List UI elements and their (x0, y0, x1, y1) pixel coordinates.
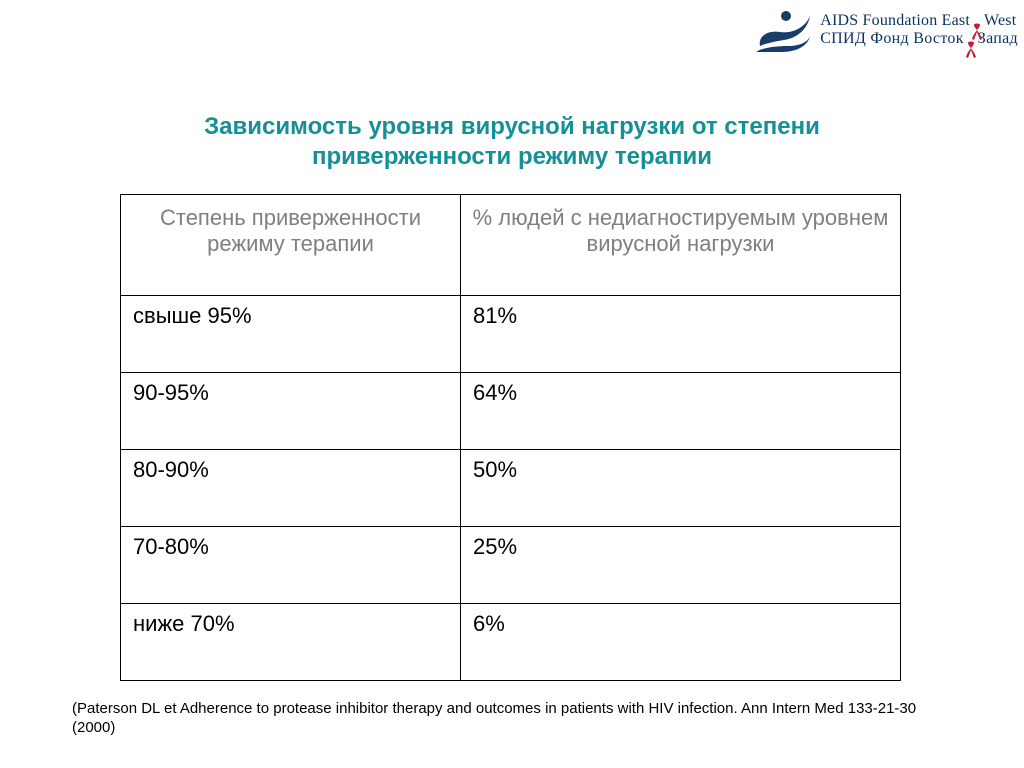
logo-mark-icon (754, 6, 812, 54)
col-header-undetectable: % людей с недиагностируемым уровнем виру… (461, 195, 901, 296)
cell-undetectable: 25% (461, 527, 901, 604)
logo-text: AIDS Foundation East West СПИД Фонд Восто… (820, 12, 1018, 49)
cell-undetectable: 6% (461, 604, 901, 681)
cell-adherence: свыше 95% (121, 296, 461, 373)
citation-text: (Paterson DL et Adherence to protease in… (72, 700, 916, 736)
table-header-row: Степень приверженности режиму терапии % … (121, 195, 901, 296)
cell-undetectable: 81% (461, 296, 901, 373)
cell-adherence: 90-95% (121, 373, 461, 450)
cell-adherence: 70-80% (121, 527, 461, 604)
col-header-adherence: Степень приверженности режиму терапии (121, 195, 461, 296)
logo-en-suffix: West (984, 12, 1016, 29)
logo-line-ru: СПИД Фонд ВостокЗапад (820, 30, 1018, 48)
table-row: ниже 70% 6% (121, 604, 901, 681)
cell-undetectable: 64% (461, 373, 901, 450)
logo-en-prefix: AIDS Foundation East (820, 12, 970, 29)
cell-adherence: 80-90% (121, 450, 461, 527)
logo-line-en: AIDS Foundation East West (820, 12, 1018, 30)
table-row: 90-95% 64% (121, 373, 901, 450)
slide-title-text: Зависимость уровня вирусной нагрузки от … (140, 112, 884, 172)
slide-title: Зависимость уровня вирусной нагрузки от … (0, 112, 1024, 172)
table-row: 80-90% 50% (121, 450, 901, 527)
logo-ru-prefix: СПИД Фонд Восток (820, 30, 964, 47)
logo: AIDS Foundation East West СПИД Фонд Восто… (754, 6, 1018, 54)
table-row: свыше 95% 81% (121, 296, 901, 373)
table-row: 70-80% 25% (121, 527, 901, 604)
cell-undetectable: 50% (461, 450, 901, 527)
adherence-table: Степень приверженности режиму терапии % … (120, 194, 901, 681)
cell-adherence: ниже 70% (121, 604, 461, 681)
citation: (Paterson DL et Adherence to protease in… (72, 700, 952, 738)
